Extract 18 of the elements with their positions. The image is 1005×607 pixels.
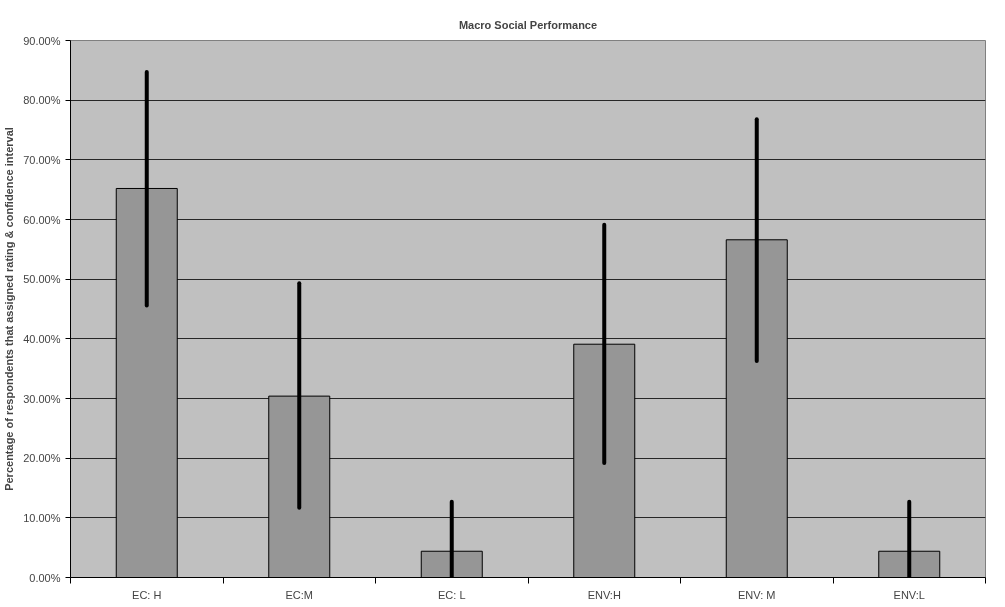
y-axis-title: Percentage of respondents that assigned rating & confidence interval <box>3 127 16 491</box>
x-tick-label: ENV: M <box>738 588 776 601</box>
y-tick-label: 10.00% <box>23 511 61 524</box>
y-tick-label: 80.00% <box>23 94 61 107</box>
y-tick-label: 50.00% <box>23 273 61 286</box>
chart-title: Macro Social Performance <box>458 18 598 31</box>
x-tick-label: EC:M <box>285 588 313 601</box>
y-tick-label: 20.00% <box>23 452 61 465</box>
x-tick-label: ENV:L <box>893 588 925 601</box>
y-tick-label: 40.00% <box>23 332 61 345</box>
y-tick-label: 0.00% <box>29 571 61 584</box>
y-tick-label: 60.00% <box>23 213 61 226</box>
y-tick-label: 30.00% <box>23 392 61 405</box>
y-tick-label: 70.00% <box>23 153 61 166</box>
x-tick-label: ENV:H <box>587 588 621 601</box>
x-tick-label: EC: L <box>437 588 466 601</box>
y-tick-label: 90.00% <box>23 34 61 47</box>
x-tick-label: EC: H <box>132 588 162 601</box>
